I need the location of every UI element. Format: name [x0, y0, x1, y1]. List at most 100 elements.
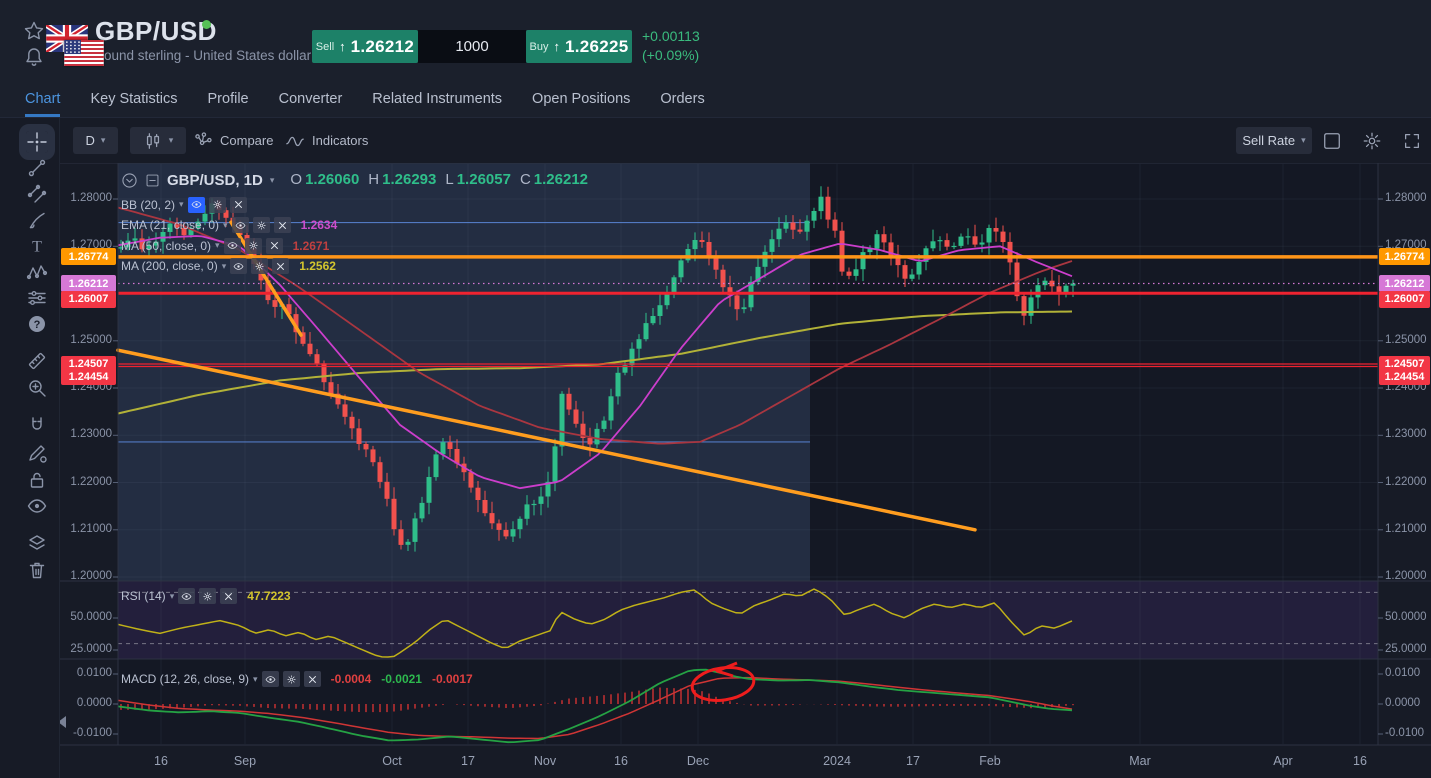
bb0-remove-button[interactable] — [229, 196, 247, 213]
fullscreen-icon — [1402, 131, 1422, 151]
chart-toolbar: D ▾ ▾ Compare Indicators Sell Rate ▾ — [60, 118, 1431, 163]
ma2-settings-button[interactable] — [244, 237, 262, 254]
tab-converter[interactable]: Converter — [278, 90, 343, 107]
legend-symbol[interactable]: GBP/USD, 1D — [167, 171, 263, 189]
indicator-row-ema1: EMA (21, close, 0) ▾ 1.2634 — [121, 217, 337, 233]
square-icon — [1322, 131, 1342, 151]
bb0-eye-button[interactable] — [187, 196, 205, 213]
ma3-label[interactable]: MA (200, close, 0) — [121, 259, 218, 273]
tab-related-instruments[interactable]: Related Instruments — [372, 90, 503, 107]
chevron-down-icon[interactable]: ▾ — [269, 174, 275, 185]
ohlc-label: H — [368, 171, 380, 188]
drawing-tools-sidebar: T? — [0, 118, 60, 778]
ohlc-label: L — [445, 171, 454, 188]
alert-bell-icon[interactable] — [23, 46, 45, 68]
indicator-row-macd: MACD (12, 26, close, 9) ▾ -0.0004 -0.0021 -0… — [121, 671, 473, 687]
tab-orders[interactable]: Orders — [660, 90, 705, 107]
macd-remove-button[interactable] — [303, 671, 321, 687]
indicators-button[interactable]: Indicators — [285, 127, 368, 154]
time-scale[interactable] — [60, 745, 1431, 778]
interval-dropdown[interactable]: D ▾ — [73, 127, 118, 154]
instrument-subtitle: Pound sterling - United States dollar — [95, 48, 312, 63]
ma3-settings-button[interactable] — [251, 258, 269, 274]
tab-key-statistics[interactable]: Key Statistics — [90, 90, 178, 107]
chevron-down-icon[interactable]: ▾ — [169, 590, 175, 601]
rsi-settings-button[interactable] — [199, 588, 217, 604]
bb0-label[interactable]: BB (20, 2) — [121, 197, 176, 212]
svg-text:T: T — [32, 239, 42, 256]
indicator-row-ma3: MA (200, close, 0) ▾ 1.2562 — [121, 258, 336, 274]
tab-chart[interactable]: Chart — [25, 80, 61, 117]
tool-zoom-in-icon[interactable] — [26, 377, 48, 399]
minimize-legend-icon[interactable] — [145, 173, 160, 188]
fullscreen-button[interactable] — [1402, 127, 1422, 154]
tool-magnet-icon[interactable] — [26, 415, 48, 437]
tool-crosshair-icon[interactable] — [19, 124, 55, 160]
rsi-label[interactable]: RSI (14) — [121, 589, 166, 603]
buy-button[interactable]: Buy ↑ 1.26225 — [526, 30, 632, 63]
chevron-down-circle-icon[interactable] — [121, 172, 138, 189]
tool-ruler-icon[interactable] — [26, 350, 48, 372]
indicator-row-ma2: MA (50, close, 0) ▾ 1.2671 — [121, 237, 330, 254]
tool-brush-icon[interactable] — [26, 209, 48, 231]
price-scale-left[interactable] — [60, 163, 118, 745]
macd-value-1: -0.0021 — [381, 672, 422, 686]
chevron-down-icon[interactable]: ▾ — [223, 219, 228, 230]
bb0-settings-button[interactable] — [208, 196, 226, 213]
gear-icon — [1362, 131, 1382, 151]
tool-help-icon[interactable]: ? — [26, 313, 48, 335]
rsi-eye-button[interactable] — [178, 588, 196, 604]
ma2-label[interactable]: MA (50, close, 0) — [121, 238, 212, 253]
tool-channel-icon[interactable] — [26, 183, 48, 205]
indicators-wave-icon — [285, 131, 305, 151]
tool-trendline-icon[interactable] — [26, 157, 48, 179]
tool-layers-icon[interactable] — [26, 532, 48, 554]
tool-sliders-icon[interactable] — [26, 287, 48, 309]
tool-pencil-icon[interactable] — [26, 442, 48, 464]
ma3-eye-button[interactable] — [230, 258, 248, 274]
ema1-settings-button[interactable] — [252, 217, 270, 233]
chevron-down-icon: ▾ — [100, 135, 106, 145]
price-scale-right[interactable] — [1378, 163, 1431, 745]
ohlc-value: 1.26060 — [305, 171, 360, 188]
favorite-star-icon[interactable] — [23, 20, 45, 42]
macd-value-0: -0.0004 — [330, 672, 372, 686]
tool-visibility-icon[interactable] — [26, 495, 48, 517]
rate-selector-dropdown[interactable]: Sell Rate ▾ — [1236, 127, 1312, 154]
ma3-remove-button[interactable] — [272, 258, 290, 274]
ma2-remove-button[interactable] — [265, 237, 283, 254]
chart-type-dropdown[interactable]: ▾ — [130, 127, 186, 154]
chart-legend: GBP/USD, 1D ▾ O 1.26060 H 1.26293 L 1.26057 C 1… — [121, 171, 588, 189]
tool-lock-icon[interactable] — [26, 469, 48, 491]
page-title: GBP/USD — [95, 16, 217, 46]
chevron-down-icon[interactable]: ▾ — [221, 260, 227, 271]
tool-trash-icon[interactable] — [26, 559, 48, 581]
section-tabs: Chart Key Statistics Profile Converter Relat… — [0, 80, 1431, 118]
tool-text-icon[interactable]: T — [26, 235, 48, 257]
tool-xabcd-pattern-icon[interactable] — [26, 261, 48, 283]
tab-profile[interactable]: Profile — [207, 90, 249, 107]
compare-button[interactable]: Compare — [193, 127, 273, 154]
ma2-eye-button[interactable] — [223, 237, 241, 254]
ema1-value: 1.2634 — [300, 218, 338, 232]
macd-eye-button[interactable] — [261, 671, 279, 687]
settings-button[interactable] — [1362, 127, 1382, 154]
ma2-value: 1.2671 — [292, 238, 330, 253]
chevron-down-icon[interactable]: ▾ — [179, 199, 184, 209]
ema1-eye-button[interactable] — [231, 217, 249, 233]
macd-settings-button[interactable] — [282, 671, 300, 687]
chevron-down-icon: ▾ — [1301, 135, 1306, 145]
quantity-field[interactable]: 1000 — [418, 30, 526, 63]
ema1-label[interactable]: EMA (21, close, 0) — [121, 218, 220, 232]
rsi-remove-button[interactable] — [220, 588, 238, 604]
snapshot-button[interactable] — [1322, 127, 1342, 154]
tab-open-positions[interactable]: Open Positions — [532, 90, 631, 107]
chevron-down-icon[interactable]: ▾ — [215, 240, 220, 250]
chevron-down-icon[interactable]: ▾ — [253, 673, 258, 684]
macd-label[interactable]: MACD (12, 26, close, 9) — [121, 672, 250, 686]
ohlc-value: 1.26212 — [533, 171, 589, 188]
sell-button[interactable]: Sell ↑ 1.26212 — [312, 30, 418, 63]
ema1-remove-button[interactable] — [273, 217, 291, 233]
us-flag-icon — [64, 40, 104, 66]
